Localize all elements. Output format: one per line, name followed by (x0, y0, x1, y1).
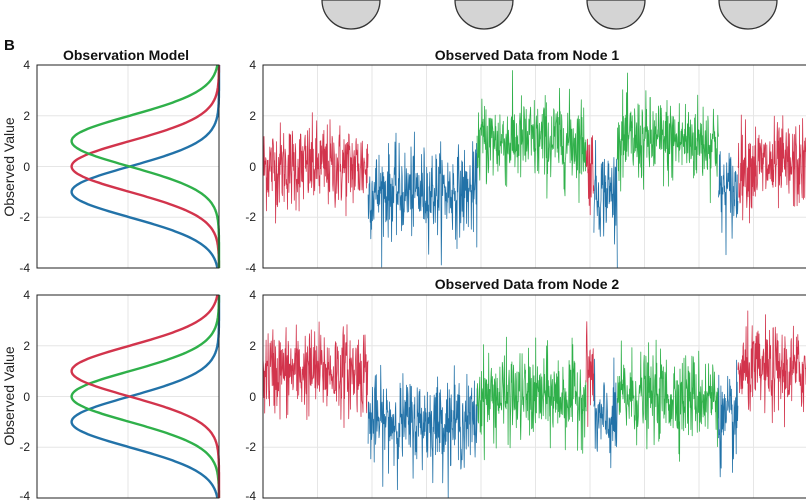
ytick-label: 0 (249, 160, 256, 174)
signal-segment-green (476, 70, 587, 204)
signal-segment-green (616, 72, 719, 204)
signal-segment-red (737, 114, 806, 224)
obs-data-2-yticks: 4 2 0 -2 -4 (245, 288, 256, 500)
node-circle-3 (586, 0, 646, 30)
signal-segment-blue (593, 139, 618, 269)
ytick-label: 4 (23, 58, 30, 72)
density-curve-green (70, 294, 221, 499)
ytick-label: 2 (23, 339, 30, 353)
obs-model-2-ylabel: Observed Value (1, 346, 17, 446)
obs-model-1-title: Observation Model (63, 47, 189, 63)
ytick-label: 4 (23, 288, 30, 302)
ytick-label: -4 (245, 261, 256, 275)
signal-segment-red (737, 310, 806, 428)
obs-model-1-axes (36, 64, 220, 269)
ytick-label: -2 (245, 210, 256, 224)
ytick-label: -4 (19, 489, 30, 500)
ytick-label: 4 (249, 288, 256, 302)
node-circle-4 (718, 0, 778, 30)
signal-segment-blue (367, 364, 478, 499)
signal-segment-green (476, 336, 587, 461)
ytick-label: -4 (245, 489, 256, 500)
ytick-label: 2 (249, 339, 256, 353)
obs-data-2-title: Observed Data from Node 2 (435, 276, 620, 292)
obs-model-1-ylabel: Observed Value (1, 117, 17, 217)
ytick-label: 2 (23, 109, 30, 123)
signal-segment-green (616, 339, 719, 462)
ytick-label: -4 (19, 261, 30, 275)
signal-segment-red (262, 112, 369, 224)
ytick-label: 0 (23, 160, 30, 174)
obs-data-1-title: Observed Data from Node 1 (435, 47, 620, 63)
density-curve-red (70, 64, 221, 269)
signal-segment-blue (718, 151, 739, 256)
signal-segment-red (262, 321, 369, 429)
obs-model-2-yticks: 4 2 0 -2 -4 (19, 288, 30, 500)
node-circle-2 (454, 0, 514, 30)
signal-segment-red (585, 135, 595, 216)
ytick-label: 4 (249, 58, 256, 72)
node-circle-1 (321, 0, 381, 30)
panel-letter: B (4, 37, 15, 54)
signal-segment-blue (367, 131, 478, 268)
ytick-label: -2 (245, 440, 256, 454)
ytick-label: 2 (249, 109, 256, 123)
node-circles-row (321, 0, 778, 30)
obs-data-1-signal (262, 70, 806, 269)
obs-data-2-signal (262, 310, 806, 499)
signal-segment-blue (593, 357, 618, 469)
ytick-label: 0 (249, 390, 256, 404)
ytick-label: -2 (19, 440, 30, 454)
obs-data-2-axes (262, 294, 806, 499)
obs-data-1-yticks: 4 2 0 -2 -4 (245, 58, 256, 275)
ytick-label: 0 (23, 390, 30, 404)
obs-model-1-yticks: 4 2 0 -2 -4 (19, 58, 30, 275)
obs-data-1-axes (262, 64, 806, 269)
ytick-label: -2 (19, 210, 30, 224)
signal-segment-red (585, 321, 595, 428)
signal-segment-blue (718, 359, 739, 478)
obs-model-2-axes (36, 294, 220, 499)
